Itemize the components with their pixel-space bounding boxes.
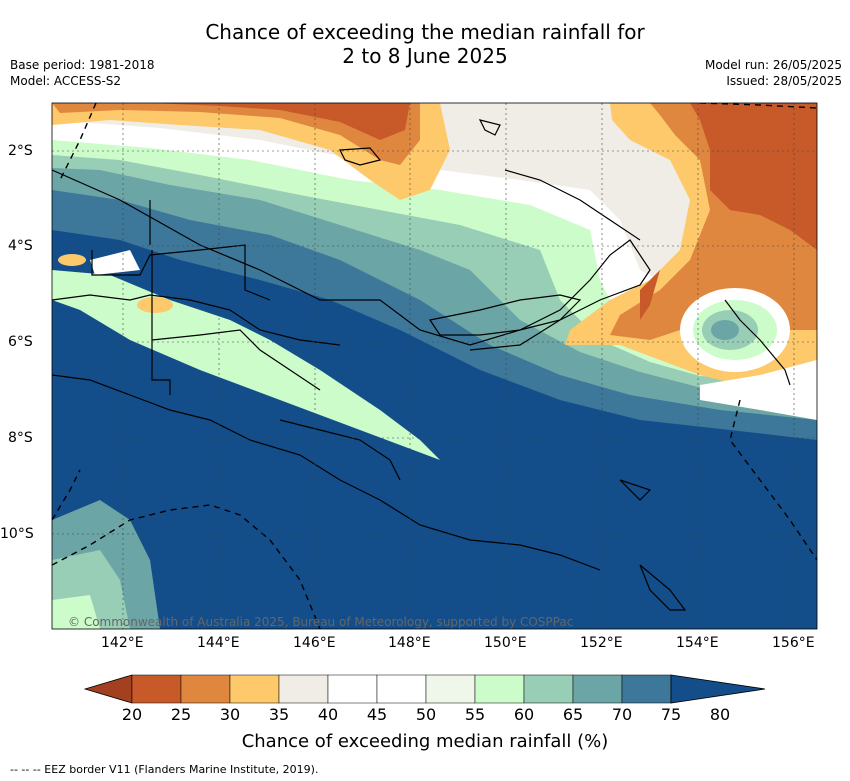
colorbar-tick-label: 55 <box>464 705 486 724</box>
colorbar-tick-label: 50 <box>415 705 437 724</box>
colorbar-swatch <box>229 674 280 704</box>
colorbar-swatch <box>425 674 476 704</box>
colorbar <box>83 674 766 704</box>
lat-label-2s: 2°S <box>8 143 33 159</box>
map-frame <box>51 102 818 630</box>
lon-label-154e: 154°E <box>676 635 719 651</box>
colorbar-tick-label: 30 <box>219 705 241 724</box>
colorbar-swatch <box>621 674 672 704</box>
map-title-line1: Chance of exceeding the median rainfall … <box>205 20 645 44</box>
eez-border <box>52 103 817 629</box>
map-title-line2: 2 to 8 June 2025 <box>342 44 508 68</box>
colorbar-swatch <box>180 674 231 704</box>
lat-label-8s: 8°S <box>8 430 33 446</box>
colorbar-tick-label: 70 <box>611 705 633 724</box>
colorbar-swatch <box>572 674 623 704</box>
colorbar-extend-low <box>83 674 133 704</box>
colorbar-tick-label: 40 <box>317 705 339 724</box>
colorbar-swatch <box>278 674 329 704</box>
base-period: Base period: 1981-2018 <box>10 58 155 72</box>
colorbar-swatch <box>523 674 574 704</box>
colorbar-tick-label: 45 <box>366 705 388 724</box>
lat-label-4s: 4°S <box>8 238 33 254</box>
coastlines <box>52 119 791 611</box>
lat-label-10s: 10°S <box>0 526 34 542</box>
colorbar-swatch <box>474 674 525 704</box>
lon-label-150e: 150°E <box>484 635 527 651</box>
model-name: Model: ACCESS-S2 <box>10 74 122 88</box>
lon-label-146e: 146°E <box>293 635 336 651</box>
colorbar-tick-label: 80 <box>709 705 731 724</box>
lon-label-148e: 148°E <box>388 635 431 651</box>
colorbar-tick-label: 65 <box>562 705 584 724</box>
probability-field <box>52 103 817 629</box>
colorbar-tick-label: 25 <box>170 705 192 724</box>
lon-label-156e: 156°E <box>772 635 815 651</box>
lon-label-142e: 142°E <box>101 635 144 651</box>
copyright-notice: © Commonwealth of Australia 2025, Bureau… <box>68 615 573 629</box>
colorbar-tick-label: 20 <box>121 705 143 724</box>
colorbar-swatch <box>376 674 427 704</box>
colorbar-tick-label: 35 <box>268 705 290 724</box>
lon-label-144e: 144°E <box>197 635 240 651</box>
colorbar-title: Chance of exceeding median rainfall (%) <box>241 731 609 752</box>
colorbar-swatch <box>327 674 378 704</box>
issued-date: Issued: 28/05/2025 <box>726 74 842 88</box>
colorbar-swatch <box>131 674 182 704</box>
model-run: Model run: 26/05/2025 <box>704 58 842 72</box>
colorbar-tick-label: 60 <box>513 705 535 724</box>
lat-label-6s: 6°S <box>8 334 33 350</box>
province-borders <box>52 200 401 481</box>
lon-label-152e: 152°E <box>580 635 623 651</box>
colorbar-tick-label: 75 <box>660 705 682 724</box>
eez-legend-note: -- -- -- EEZ border V11 (Flanders Marine… <box>10 763 319 776</box>
colorbar-extend-high <box>670 674 766 704</box>
